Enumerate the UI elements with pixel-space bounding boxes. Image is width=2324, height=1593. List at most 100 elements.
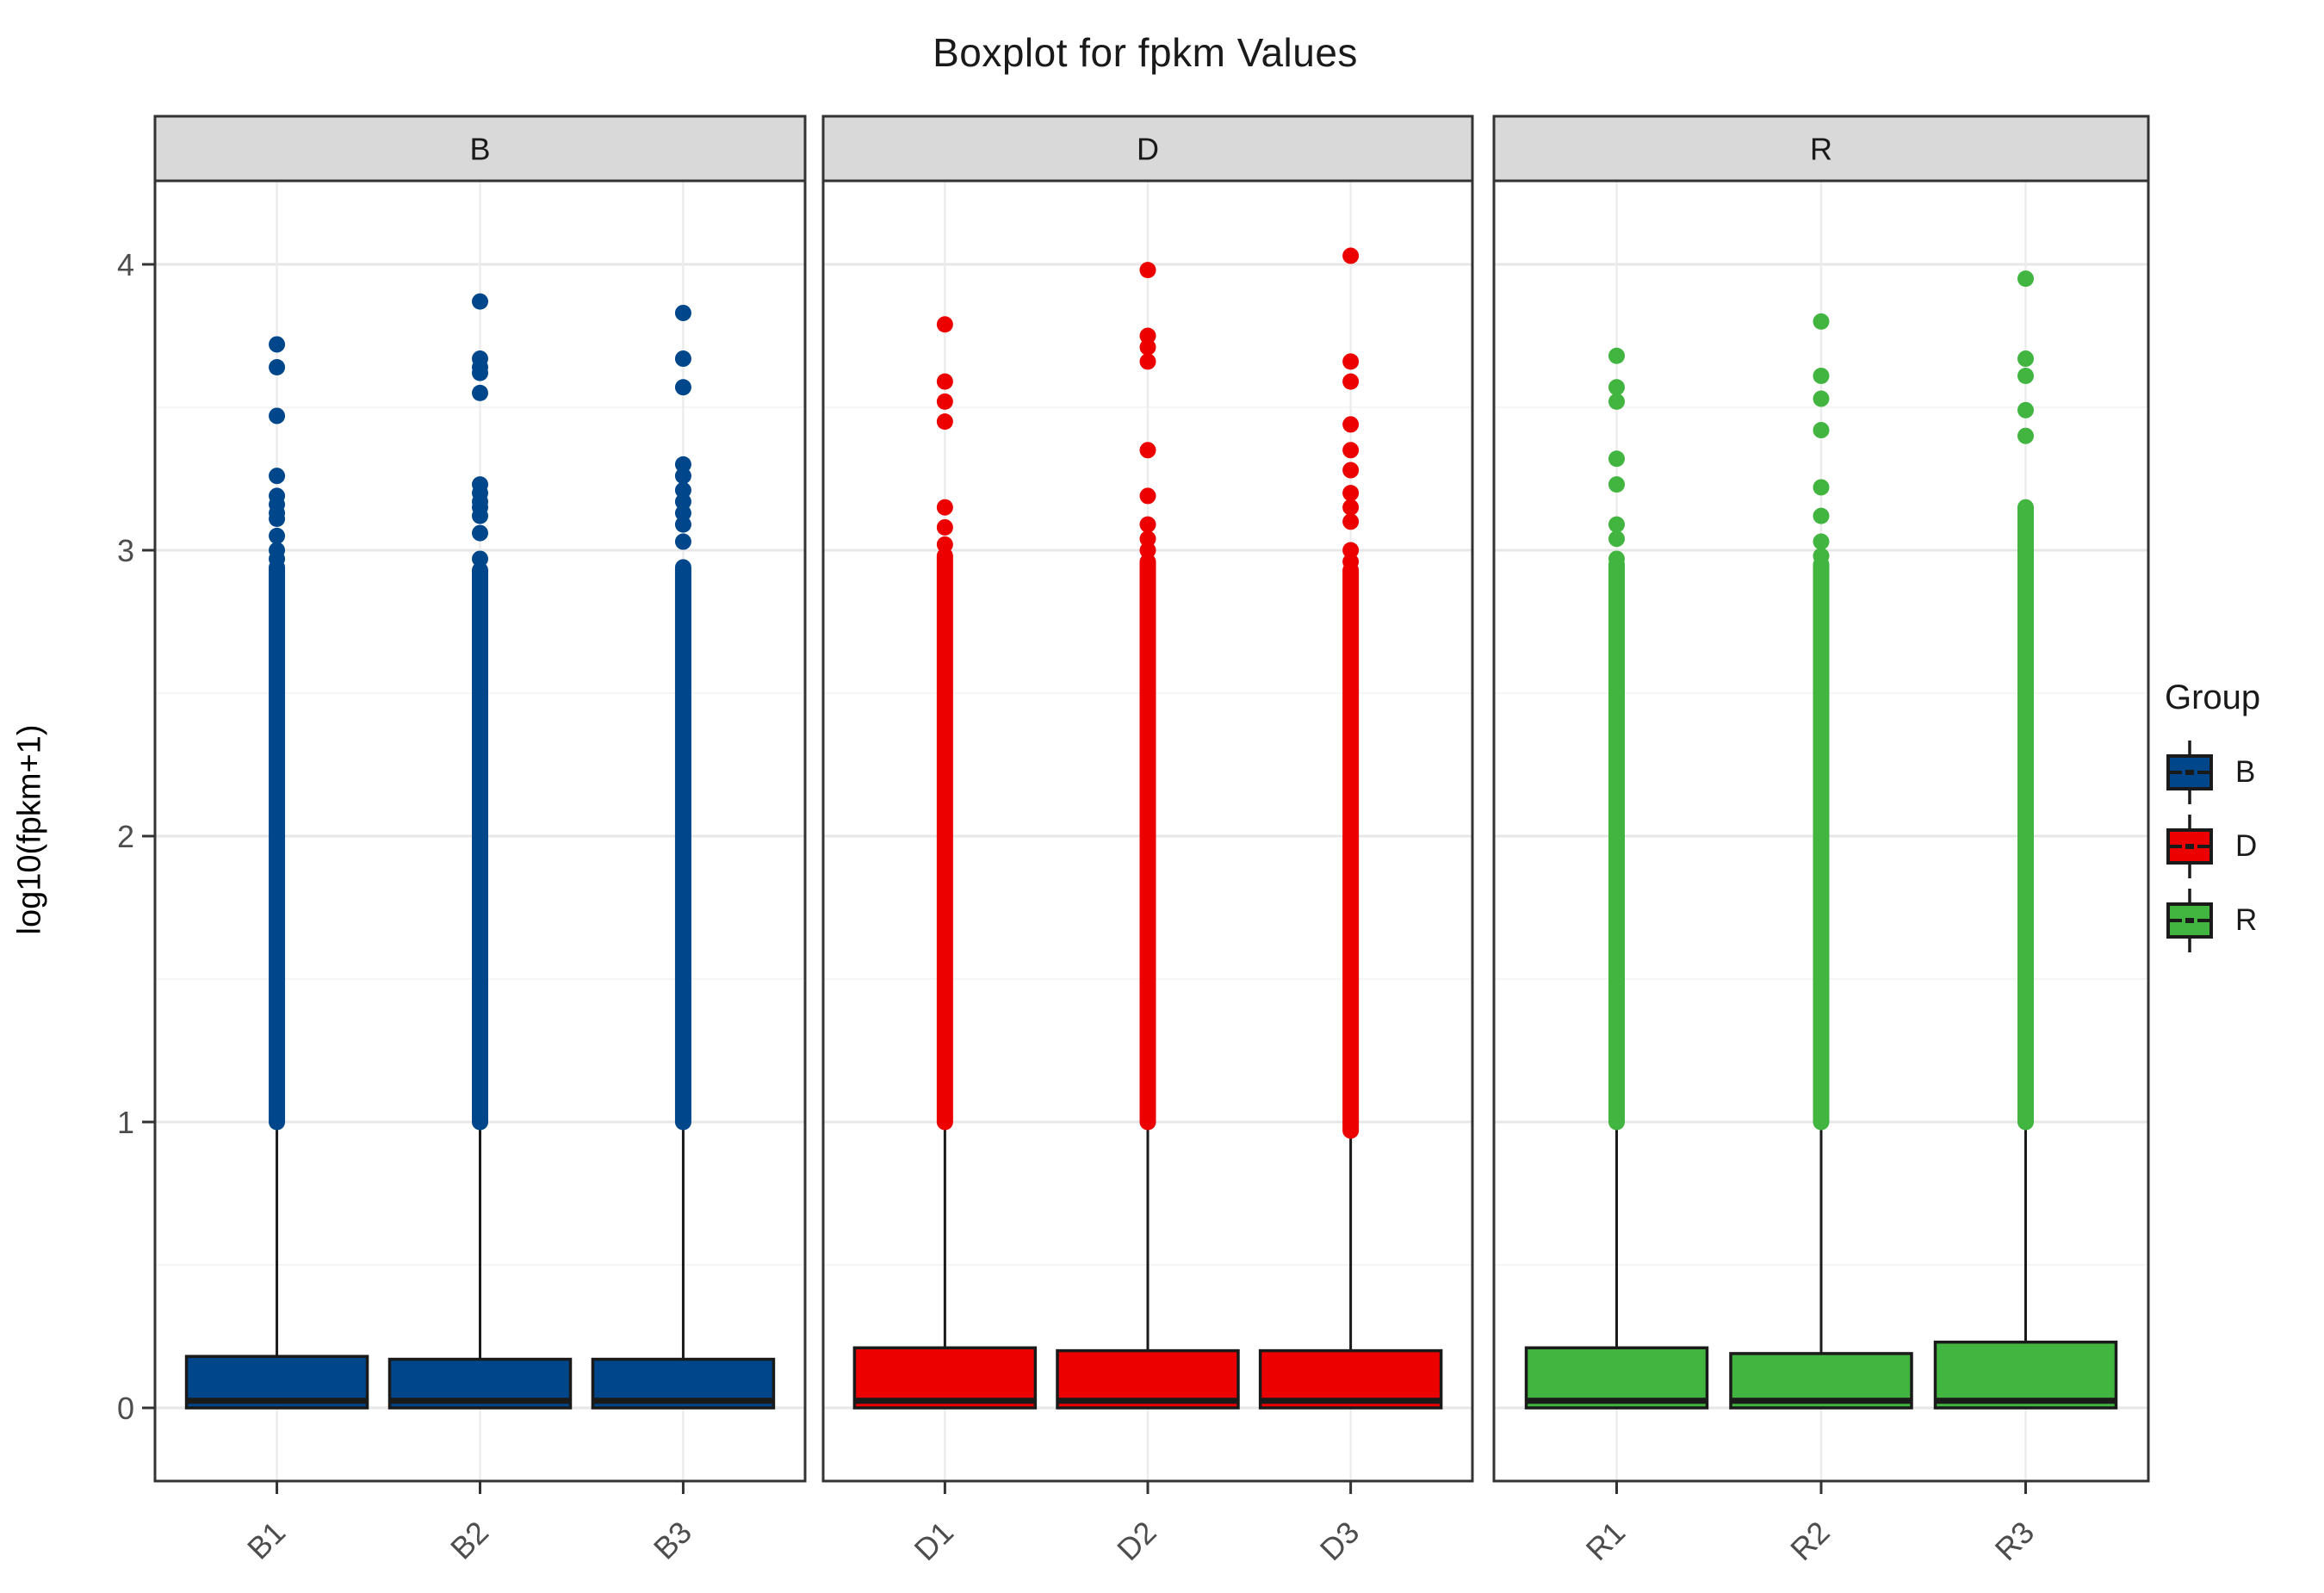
legend-entry-label: B: [2235, 755, 2256, 789]
legend-entries: B D R: [2163, 733, 2260, 960]
outlier-point: [2017, 270, 2034, 288]
outlier-point: [674, 481, 691, 499]
outlier-point: [1608, 530, 1625, 548]
outlier-point: [1139, 262, 1156, 279]
outlier-point: [1342, 499, 1360, 516]
outlier-point: [674, 505, 691, 522]
boxplot-R2: [1729, 313, 1913, 1410]
facet-panel-D: D D1 D2 D3: [821, 115, 1474, 1568]
outlier-point: [936, 518, 953, 536]
x-tick-label: R3: [1988, 1515, 2042, 1568]
x-tick-label: D3: [1313, 1515, 1367, 1568]
facet-strip-label: B: [469, 132, 490, 167]
outlier-point: [1608, 347, 1625, 364]
x-tick-label: R1: [1579, 1515, 1633, 1568]
outlier-point: [936, 393, 953, 410]
outlier-point: [936, 316, 953, 333]
legend-entry-B: B: [2163, 738, 2260, 807]
boxplot-D1: [852, 316, 1038, 1410]
outlier-point: [1139, 327, 1156, 344]
legend-entry-label: D: [2235, 829, 2258, 863]
outlier-point: [1608, 516, 1625, 533]
legend-entry-label: R: [2235, 903, 2258, 937]
outlier-point: [1139, 338, 1156, 356]
outlier-point: [674, 516, 691, 533]
boxplot-R3: [1933, 270, 2118, 1410]
y-tick-label: 1: [117, 1105, 134, 1140]
boxplot-key-icon: [2166, 741, 2213, 804]
x-tick-label: B2: [443, 1515, 495, 1566]
outlier-point: [1342, 553, 1360, 570]
boxplot-B1: [184, 336, 369, 1410]
outlier-point: [1813, 422, 1830, 439]
x-tick-label: B1: [240, 1515, 292, 1566]
outlier-point: [1342, 442, 1360, 459]
outlier-point: [1608, 393, 1625, 410]
panel-border: [821, 179, 1474, 1483]
outlier-point: [1342, 462, 1360, 479]
outlier-point: [1139, 516, 1156, 533]
facet-strip-label: R: [1810, 132, 1832, 167]
outlier-point: [674, 493, 691, 511]
outlier-point: [269, 527, 286, 544]
x-tick-label: D2: [1110, 1515, 1163, 1568]
outlier-point: [472, 524, 488, 542]
facet-strip: [153, 115, 807, 183]
facet-strip-label: D: [1137, 132, 1159, 167]
outlier-point: [472, 550, 488, 567]
outlier-point: [1608, 550, 1625, 567]
outlier-point: [1139, 530, 1156, 548]
facet-panel-R: R R1 R2 R3: [1492, 115, 2150, 1568]
y-axis: 0 1 2 3 4: [117, 247, 155, 1426]
panel-border: [1492, 179, 2150, 1483]
boxplot-key-icon: [2166, 889, 2213, 952]
outlier-point: [674, 468, 691, 485]
outlier-point: [472, 293, 488, 310]
outlier-point: [1342, 247, 1360, 264]
outlier-point: [1342, 542, 1360, 559]
box: [1933, 1340, 2118, 1410]
legend: Group B D R: [2163, 679, 2260, 960]
outlier-point: [1813, 313, 1830, 330]
panel-border: [153, 179, 807, 1483]
outlier-point: [674, 379, 691, 396]
x-tick-label: D1: [907, 1515, 960, 1568]
outlier-point: [2017, 367, 2034, 384]
outlier-point: [1813, 548, 1830, 565]
legend-title: Group: [2165, 679, 2261, 716]
boxplot-D3: [1258, 247, 1443, 1410]
boxplot-B3: [591, 304, 776, 1410]
outlier-point: [1139, 442, 1156, 459]
outlier-point: [269, 468, 286, 485]
outlier-point: [674, 304, 691, 321]
outlier-point: [1139, 487, 1156, 505]
boxplot-key-icon: [2166, 815, 2213, 878]
outlier-point: [269, 487, 286, 505]
x-tick-label: R2: [1783, 1515, 1837, 1568]
outlier-point: [1139, 353, 1156, 370]
legend-entry-D: D: [2163, 812, 2260, 881]
outlier-point: [1813, 507, 1830, 524]
outlier-point: [1608, 476, 1625, 493]
outlier-point: [1342, 373, 1360, 390]
outlier-point: [1139, 542, 1156, 559]
y-tick-label: 0: [117, 1391, 134, 1426]
outlier-point: [1342, 353, 1360, 370]
outlier-point: [269, 359, 286, 376]
outlier-point: [1813, 533, 1830, 550]
outlier-point: [269, 542, 286, 559]
facet-strip: [1492, 115, 2150, 183]
outlier-point: [936, 373, 953, 390]
legend-entry-R: R: [2163, 886, 2260, 955]
outlier-point: [2017, 401, 2034, 418]
y-tick-label: 3: [117, 533, 134, 568]
outlier-point: [1342, 485, 1360, 502]
outlier-point: [936, 536, 953, 553]
outlier-point: [269, 336, 286, 353]
y-tick-label: 2: [117, 819, 134, 854]
outlier-point: [1342, 416, 1360, 433]
outlier-point: [2017, 427, 2034, 444]
y-tick-label: 4: [117, 247, 134, 282]
outlier-point: [1813, 390, 1830, 407]
